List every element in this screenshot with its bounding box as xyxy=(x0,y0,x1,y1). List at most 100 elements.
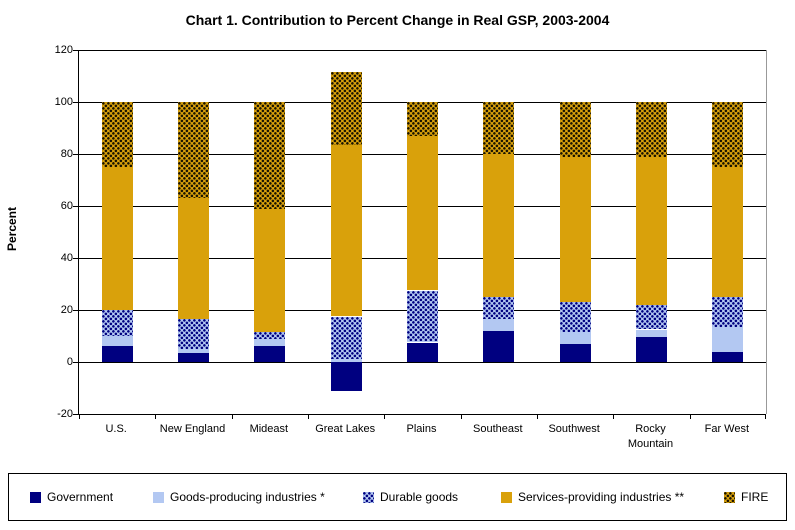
y-tick-label: 120 xyxy=(54,44,73,56)
bar-segment-blue-solid xyxy=(101,336,133,347)
legend-item-gold-dots: FIRE xyxy=(724,490,768,504)
bar-segment-blue-solid xyxy=(330,359,362,362)
legend-label: Durable goods xyxy=(380,490,459,504)
bar-segment-gold-solid xyxy=(636,156,667,305)
x-tick-mark xyxy=(232,414,233,419)
legend-label: FIRE xyxy=(741,490,769,504)
legend-swatch-icon xyxy=(501,491,512,503)
bar-segment-blue-dots xyxy=(483,297,515,320)
bar-segment-blue-solid xyxy=(483,319,515,331)
bar-segment-navy-solid xyxy=(636,337,667,362)
bar-segment-blue-dots xyxy=(254,332,286,339)
bar-segment-blue-solid xyxy=(407,341,438,343)
y-tick-mark xyxy=(73,50,79,51)
bar-segment-navy-solid xyxy=(330,362,362,391)
legend-swatch-icon xyxy=(363,491,374,503)
bar-segment-blue-dots xyxy=(559,302,591,333)
y-tick-mark xyxy=(73,362,79,363)
x-tick-mark xyxy=(308,414,309,419)
y-tick-mark xyxy=(73,310,79,311)
bar-segment-blue-solid xyxy=(254,338,286,347)
x-category-label: Southwest xyxy=(548,423,600,435)
bar-segment-gold-dots xyxy=(178,102,209,199)
x-tick-mark xyxy=(613,414,614,419)
y-tick-label: 100 xyxy=(54,96,73,108)
y-tick-label: 40 xyxy=(60,252,73,264)
bar-segment-blue-solid xyxy=(559,332,591,344)
legend-label: Services-providing industries ** xyxy=(518,490,685,504)
bar-segment-gold-solid xyxy=(178,198,209,320)
x-tick-mark xyxy=(155,414,156,419)
gridline-y-0 xyxy=(79,362,766,363)
y-tick-mark xyxy=(73,206,79,207)
bar-segment-gold-solid xyxy=(254,208,286,333)
bar-segment-navy-solid xyxy=(178,352,209,362)
bar-segment-gold-dots xyxy=(254,102,286,209)
bar-segment-gold-dots xyxy=(712,102,744,167)
bar-segment-navy-solid xyxy=(254,346,286,362)
gridline-y-120 xyxy=(79,50,766,51)
y-tick-mark xyxy=(73,102,79,103)
bar-segment-blue-dots xyxy=(330,316,362,360)
plot-area: -20 0 20 40 60 80 100 120 xyxy=(55,45,767,420)
bar-segment-blue-solid xyxy=(636,329,667,338)
legend-item-gold-solid: Services-providing industries ** xyxy=(501,490,684,504)
x-category-label: New England xyxy=(159,423,226,435)
x-tick-mark xyxy=(384,414,385,419)
legend-item-navy-solid: Government xyxy=(30,490,113,504)
x-category-label: Far West xyxy=(704,423,750,435)
bar-segment-blue-dots xyxy=(407,290,438,342)
x-category-label: U.S. xyxy=(105,423,127,435)
bar-segment-gold-dots xyxy=(559,102,591,157)
bar-segment-gold-dots xyxy=(407,102,438,136)
bar-segment-blue-solid xyxy=(178,349,209,353)
legend-swatch-icon xyxy=(30,491,41,503)
bar-segment-gold-dots xyxy=(483,102,515,154)
bar-segment-gold-solid xyxy=(101,167,133,310)
gridline-y--20 xyxy=(79,414,766,415)
y-axis-title: Percent xyxy=(5,206,19,252)
y-tick-label: 0 xyxy=(66,356,73,368)
bar-segment-gold-dots xyxy=(330,72,362,145)
legend-label: Government xyxy=(47,490,114,504)
bar-segment-gold-dots xyxy=(101,102,133,167)
legend-item-blue-solid: Goods-producing industries * xyxy=(153,490,325,504)
legend-label: Goods-producing industries * xyxy=(170,490,325,504)
x-category-label: Great Lakes xyxy=(315,423,376,435)
legend-swatch-icon xyxy=(153,491,164,503)
bar-segment-gold-solid xyxy=(330,144,362,317)
bar-segment-navy-solid xyxy=(407,342,438,362)
x-tick-mark xyxy=(765,414,766,419)
bar-segment-gold-solid xyxy=(407,135,438,291)
y-tick-label: -20 xyxy=(57,408,73,420)
chart-title: Chart 1. Contribution to Percent Change … xyxy=(185,12,610,28)
x-category-label: Mideast xyxy=(249,423,289,435)
bar-segment-blue-dots xyxy=(101,310,133,336)
bar-segment-navy-solid xyxy=(559,343,591,362)
bar-segment-navy-solid xyxy=(101,346,133,362)
bar-segment-blue-dots xyxy=(636,304,667,330)
bar-segment-gold-dots xyxy=(636,102,667,157)
legend-item-blue-dots: Durable goods xyxy=(363,490,458,504)
bar-segment-navy-solid xyxy=(483,330,515,362)
bar-segment-gold-solid xyxy=(712,167,744,297)
x-tick-mark xyxy=(690,414,691,419)
x-category-label: Southeast xyxy=(473,423,523,435)
legend: Government Goods-producing industries * Du… xyxy=(8,473,787,521)
x-category-label: Rocky Mountain xyxy=(627,423,674,450)
x-tick-mark xyxy=(537,414,538,419)
bar-segment-blue-dots xyxy=(178,319,209,349)
bar-segment-blue-solid xyxy=(712,326,744,352)
bar-segment-gold-solid xyxy=(559,156,591,303)
y-tick-mark xyxy=(73,414,79,415)
y-tick-label: 60 xyxy=(60,200,73,212)
x-tick-mark xyxy=(79,414,80,419)
x-category-label: Plains xyxy=(406,423,437,435)
legend-swatch-icon xyxy=(724,491,735,503)
bar-segment-navy-solid xyxy=(712,351,744,362)
y-tick-mark xyxy=(73,154,79,155)
y-tick-label: 80 xyxy=(60,148,73,160)
bar-segment-gold-solid xyxy=(483,154,515,297)
x-tick-mark xyxy=(461,414,462,419)
